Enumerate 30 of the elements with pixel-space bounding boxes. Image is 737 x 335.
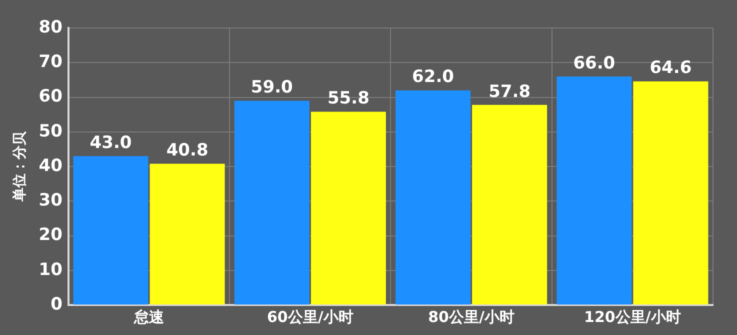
y-tick-label: 10 (38, 260, 63, 280)
bar (73, 156, 148, 304)
bar (633, 81, 708, 304)
data-label: 57.8 (488, 82, 531, 102)
y-tick-label: 40 (38, 156, 63, 176)
y-tick-label: 60 (38, 86, 63, 107)
y-tick-label: 30 (38, 190, 63, 211)
bar (310, 112, 386, 304)
y-tick-label: 20 (38, 225, 63, 246)
data-label: 64.6 (650, 58, 692, 78)
y-tick-label: 0 (50, 294, 63, 314)
bar (396, 90, 471, 304)
y-axis-title: 单位：分贝 (12, 130, 28, 202)
data-label: 62.0 (412, 67, 454, 88)
data-label: 40.8 (166, 140, 208, 161)
x-tick-label: 怠速 (133, 308, 166, 326)
x-tick-label: 120公里/小时 (584, 308, 681, 326)
bar (556, 76, 632, 304)
y-tick-label: 80 (38, 17, 63, 38)
data-label: 66.0 (573, 53, 616, 74)
data-label: 55.8 (327, 88, 370, 109)
x-tick-label: 60公里/小时 (266, 308, 354, 326)
x-tick-label: 80公里/小时 (428, 308, 514, 326)
data-label: 59.0 (250, 78, 294, 98)
bar (234, 100, 310, 304)
y-tick-label: 70 (38, 52, 63, 72)
bar (150, 164, 225, 304)
data-label: 43.0 (90, 133, 132, 154)
y-tick-label: 50 (38, 121, 63, 142)
bar (472, 104, 548, 304)
